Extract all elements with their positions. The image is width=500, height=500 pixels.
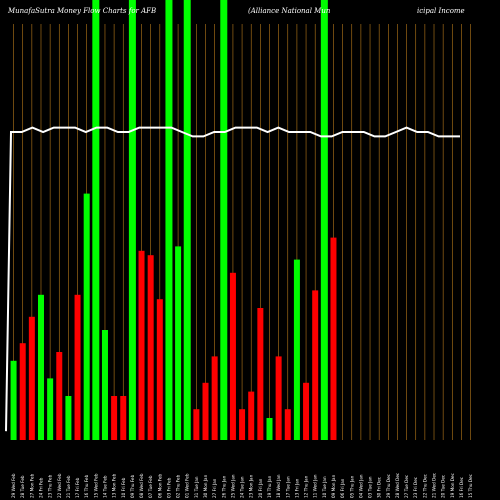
x-tick-label: 28 Wed Dec (395, 472, 400, 498)
volume-bar (303, 382, 310, 440)
money-flow-line (5, 126, 460, 432)
chart-header-site: MunafaSutra Money Flow Charts for AFB (7, 7, 156, 15)
volume-bar (101, 330, 108, 440)
x-tick-label: 27 Mon Feb (29, 473, 34, 498)
x-tick-label: 03 Tue Jan (368, 476, 373, 498)
x-tick-label: 13 Fri Jan (294, 478, 299, 498)
x-tick-label: 21 Wed Dec (432, 472, 437, 498)
volume-bar (202, 382, 209, 440)
x-tick-label: 15 Wed Feb (93, 473, 98, 498)
volume-bar (257, 308, 264, 440)
volume-bar (56, 352, 63, 440)
x-tick-label: 29 Wed Feb (11, 473, 16, 498)
x-tick-label: 17 Tue Jan (285, 476, 290, 498)
volume-bar (147, 255, 154, 440)
volume-bar (111, 396, 118, 440)
x-tick-label: 06 Mon Feb (157, 473, 162, 498)
x-tick-label: 28 Tue Feb (20, 475, 25, 498)
x-tick-label: 16 Fri Dec (459, 476, 464, 498)
x-tick-label: 01 Wed Feb (185, 473, 190, 498)
volume-bar (28, 316, 35, 440)
chart-header-company: (Alliance National Mun (248, 7, 331, 15)
volume-bar (312, 290, 319, 440)
x-tick-label: 20 Fri Jan (258, 478, 263, 498)
volume-bar (193, 409, 200, 440)
x-tick-label: 05 Thu Jan (349, 475, 354, 498)
x-tick-label: 31 Tue Jan (194, 476, 199, 498)
x-tick-label: 12 Thu Jan (304, 475, 309, 498)
x-tick-label: 03 Fri Feb (166, 477, 171, 498)
x-tick-label: 09 Thu Feb (130, 474, 135, 498)
x-tick-label: 21 Tue Feb (66, 475, 71, 498)
x-tick-label: 16 Thu Feb (84, 474, 89, 498)
volume-bar (211, 356, 218, 440)
x-tick-label: 10 Fri Feb (121, 477, 126, 498)
volume-bar (65, 396, 72, 440)
x-tick-label: 27 Fri Jan (212, 478, 217, 498)
volume-bar (293, 259, 300, 440)
x-tick-label: 15 Thu Dec (468, 473, 473, 498)
x-tick-label: 23 Mon Jan (249, 474, 254, 498)
x-tick-label: 23 Thu Feb (48, 474, 53, 498)
x-tick-label: 17 Fri Feb (75, 477, 80, 498)
x-tick-label: 24 Fri Feb (38, 477, 43, 498)
x-tick-label: 23 Fri Dec (413, 476, 418, 498)
chart-header-company-tail: icipal Income (417, 7, 465, 15)
volume-bar (19, 343, 26, 440)
volume-bar (120, 396, 127, 440)
signal-bar (165, 0, 173, 440)
volume-bar (266, 418, 273, 440)
x-tick-label: 02 Thu Feb (176, 474, 181, 498)
x-tick-label: 29 Thu Dec (386, 473, 391, 498)
signal-bar (320, 0, 328, 440)
x-tick-label: 07 Tue Feb (148, 475, 153, 498)
x-tick-label: 11 Wed Jan (313, 474, 318, 498)
x-tick-label: 08 Wed Feb (139, 473, 144, 498)
x-tick-label: 27 Tue Dec (404, 474, 409, 498)
volume-bar (10, 360, 17, 440)
volume-bar (330, 237, 337, 440)
x-tick-label: 30 Fri Dec (377, 476, 382, 498)
x-axis-tick-labels: 29 Wed Feb 28 Tue Feb 27 Mon Feb 24 Fri Feb… (11, 472, 473, 498)
volume-bar (74, 294, 81, 440)
volume-bar (138, 250, 145, 440)
x-tick-label: 18 Wed Jan (276, 474, 281, 498)
signal-bar (183, 0, 191, 440)
x-tick-label: 19 Thu Jan (267, 475, 272, 498)
x-tick-label: 20 Tue Dec (441, 474, 446, 498)
volume-bar (248, 391, 255, 440)
signal-bar (128, 0, 136, 440)
volume-bar (239, 409, 246, 440)
volume-bar (156, 299, 163, 440)
volume-bar (275, 356, 282, 440)
x-tick-label: 06 Fri Jan (340, 478, 345, 498)
x-tick-label: 26 Thu Jan (221, 475, 226, 498)
signal-bar (92, 0, 100, 440)
x-tick-label: 10 Tue Jan (322, 476, 327, 498)
x-tick-label: 25 Wed Jan (230, 474, 235, 498)
x-tick-label: 24 Tue Jan (240, 476, 245, 498)
x-tick-label: 30 Mon Jan (203, 474, 208, 498)
x-tick-label: 14 Tue Feb (102, 475, 107, 498)
volume-bar (37, 294, 44, 440)
volume-bar (229, 272, 236, 440)
x-tick-label: 22 Wed Feb (57, 473, 62, 498)
signal-bars (92, 0, 328, 440)
volume-bar (284, 409, 291, 440)
x-tick-label: 13 Mon Feb (112, 473, 117, 498)
volume-bar (175, 246, 182, 440)
x-tick-label: 22 Thu Dec (422, 473, 427, 498)
volume-bar (83, 193, 90, 440)
signal-bar (220, 0, 228, 440)
x-tick-label: 09 Mon Jan (331, 474, 336, 498)
volume-bar (47, 378, 54, 440)
x-tick-label: 04 Wed Jan (358, 474, 363, 498)
x-tick-label: 19 Mon Dec (450, 472, 455, 498)
